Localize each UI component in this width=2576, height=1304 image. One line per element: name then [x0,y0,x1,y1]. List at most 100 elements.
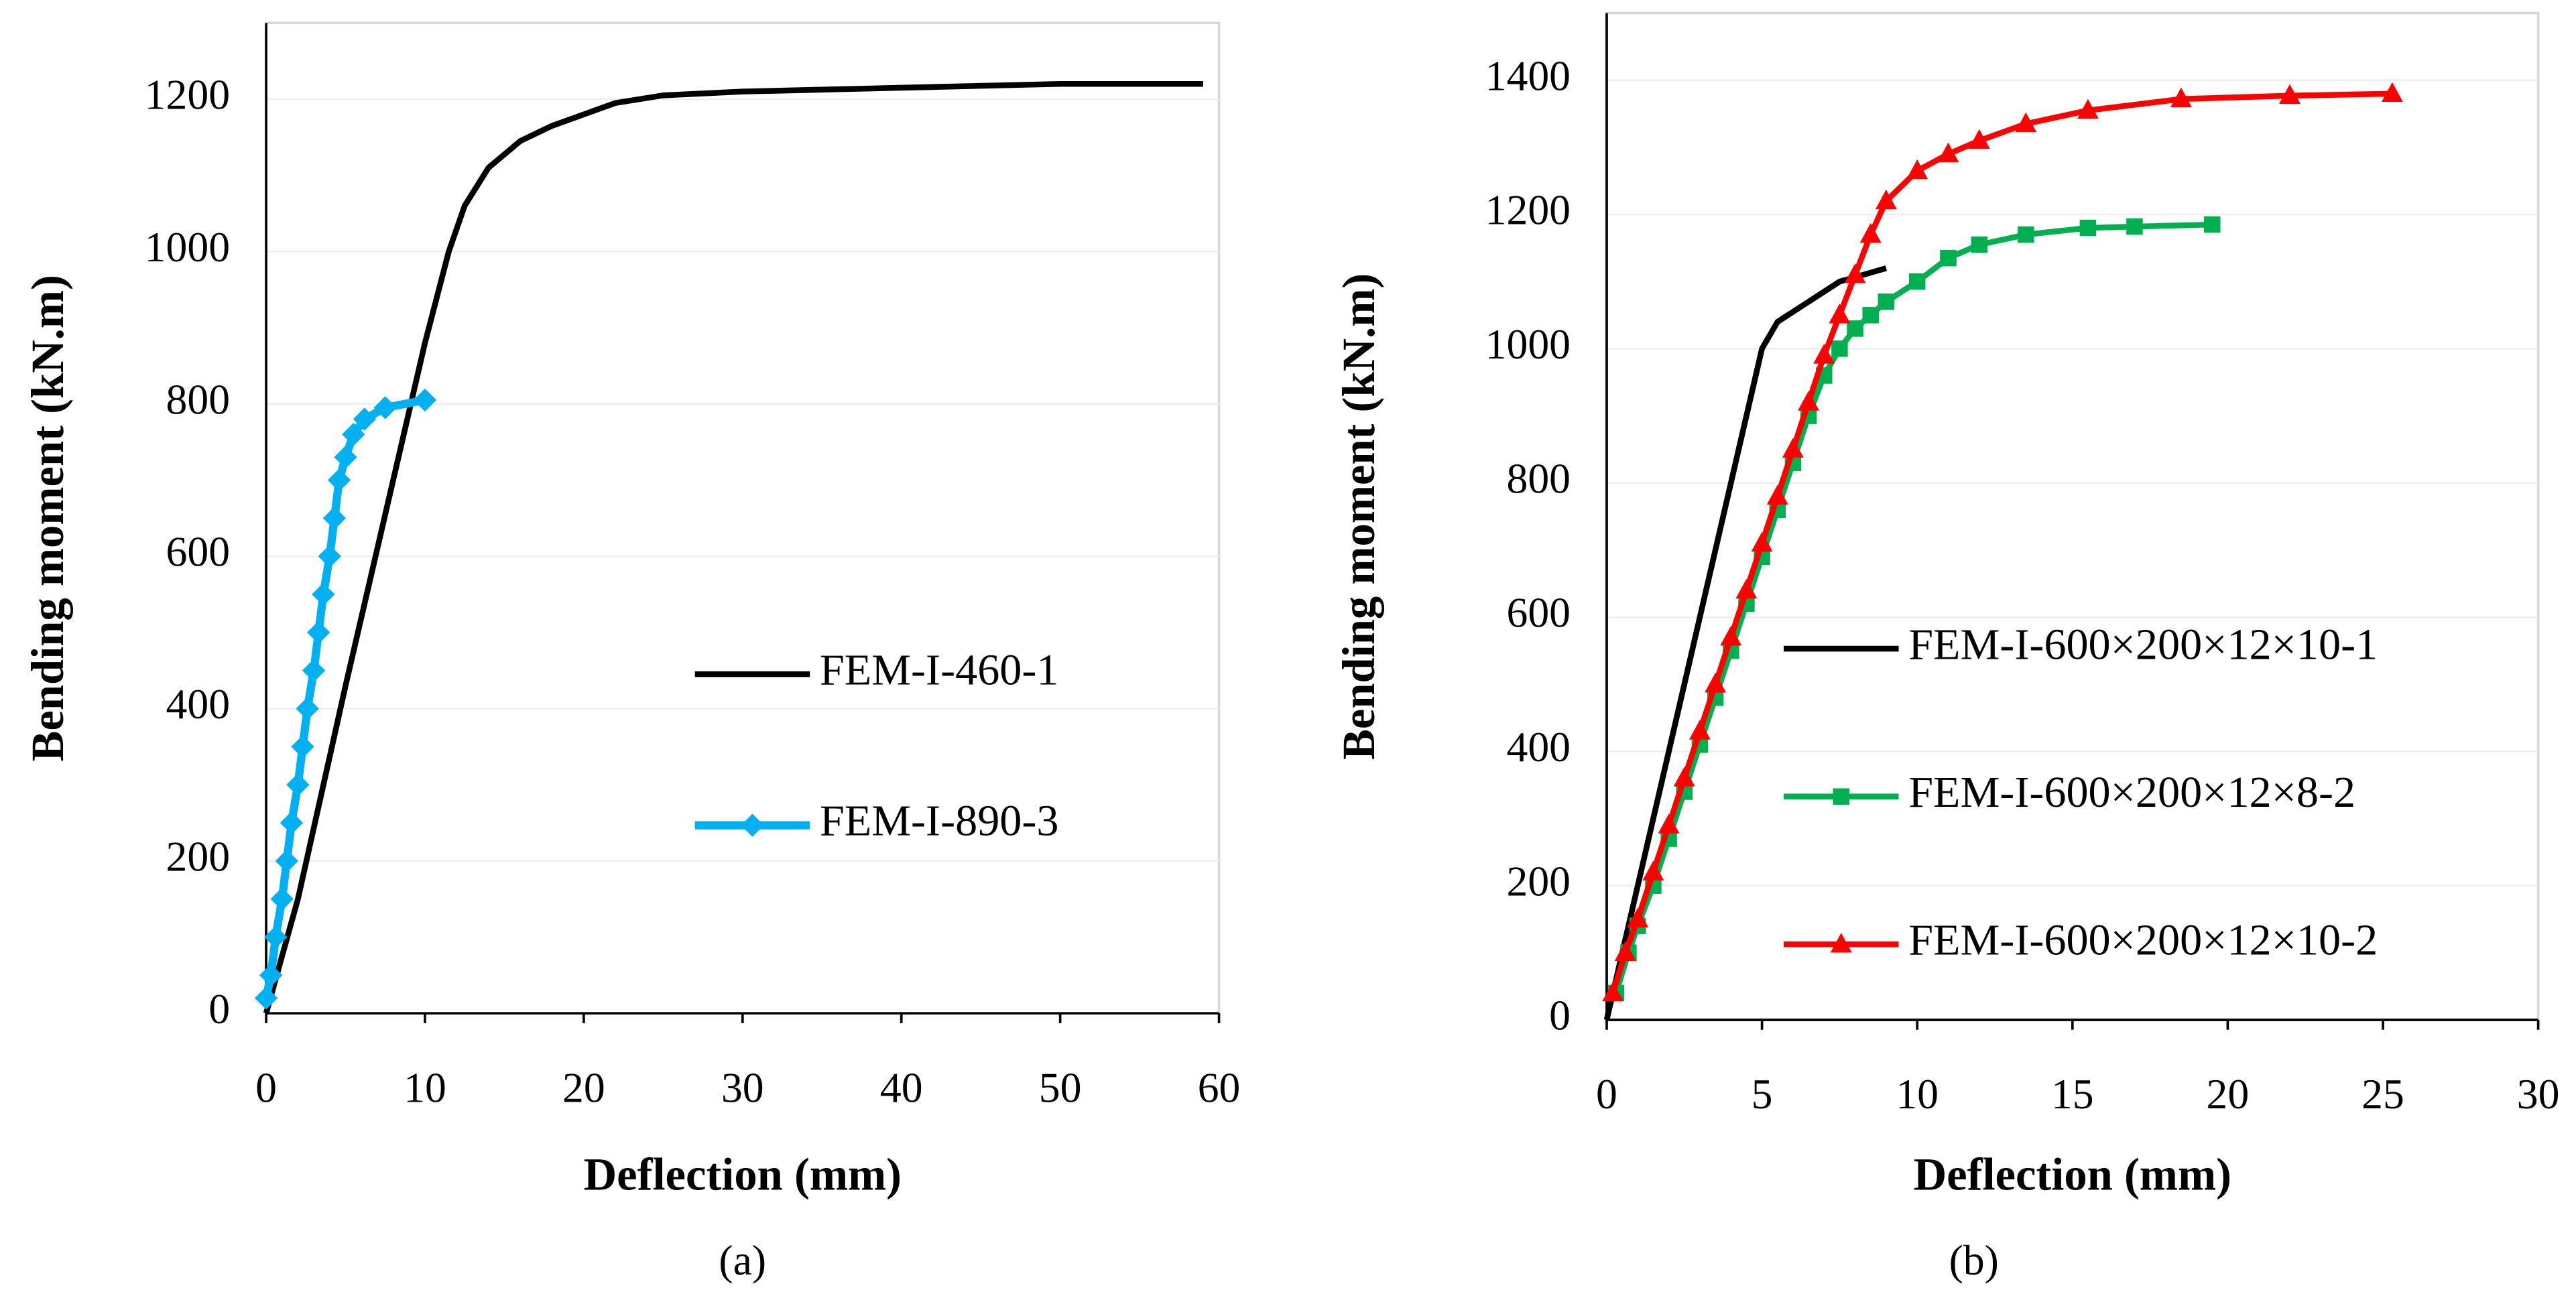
legend-label: FEM-I-460-1 [820,645,1058,694]
x-axis-title: Deflection (mm) [584,1149,902,1199]
legend-label: FEM-I-890-3 [820,797,1058,846]
data-point [264,925,288,949]
data-point [1689,720,1711,740]
data-point [1658,813,1680,834]
x-tick-label: 25 [2362,1070,2404,1118]
y-tick-label: 600 [166,528,231,576]
x-tick-label: 15 [2051,1070,2094,1118]
y-tick-label: 1200 [145,71,230,119]
data-point [2079,219,2097,237]
data-point [2018,226,2034,243]
data-point [1602,981,1624,1002]
data-point [334,446,357,469]
y-tick-label: 600 [1506,589,1571,637]
y-tick-label: 200 [166,832,231,880]
x-tick-label: 60 [1198,1063,1241,1111]
data-point [1971,236,1988,253]
y-tick-label: 400 [1506,723,1571,771]
data-point [2203,216,2221,233]
data-point [1875,189,1897,210]
data-point [1798,391,1819,411]
data-point [296,697,319,720]
series-line [263,80,1203,1015]
x-tick-label: 30 [721,1063,764,1111]
data-point [1642,860,1664,881]
x-tick-label: 40 [880,1063,923,1111]
data-point [2126,218,2143,235]
y-axis-title: Bending moment (kN.m) [1333,273,1384,760]
series-line [262,396,426,999]
x-axis-title: Deflection (mm) [1914,1149,2231,1199]
legend-marker [741,813,764,837]
legend-marker [1830,933,1852,953]
y-tick-label: 800 [1506,454,1571,502]
y-axis-title: Bending moment (kN.m) [22,275,73,761]
data-point [302,659,326,682]
data-point [2170,87,2192,108]
data-point [2015,112,2037,133]
series-line [1613,221,2213,994]
data-point [327,468,351,492]
plot-area [1605,11,2540,1021]
x-tick-label: 10 [1896,1070,1939,1118]
data-point [2077,99,2099,119]
data-point [1906,159,1928,180]
data-point [1751,531,1773,552]
data-point [413,388,437,412]
series-line [1610,90,2392,994]
x-tick-label: 10 [404,1063,446,1111]
data-point [1813,344,1835,364]
data-point [1937,142,1959,163]
data-point [1673,767,1695,787]
panel-label: (b) [1949,1236,1999,1284]
data-point [286,773,310,797]
y-tick-label: 1200 [1485,186,1571,234]
data-point [1735,578,1758,599]
data-point [1720,625,1742,646]
x-tick-label: 5 [1752,1070,1773,1118]
data-point [275,849,299,872]
y-tick-label: 200 [1506,857,1571,905]
x-tick-label: 0 [255,1063,277,1111]
data-point [270,887,294,911]
data-point [1627,907,1649,928]
y-tick-label: 400 [166,680,231,728]
data-point [291,735,314,759]
data-point [1862,307,1879,324]
data-point [1844,263,1866,283]
legend-label: FEM-I-600×200×12×10-2 [1908,915,2378,964]
x-tick-label: 20 [2207,1070,2250,1118]
legend-marker [1833,788,1850,805]
data-point [1940,249,1957,267]
data-point [2279,84,2301,105]
data-point [1878,294,1895,310]
data-point [1782,438,1804,458]
data-point [280,811,304,835]
y-tick-label: 800 [166,375,231,423]
data-point [322,507,347,530]
legend-label: FEM-I-600×200×12×8-2 [1908,768,2355,817]
series-line [1603,265,1888,1021]
data-point [2381,82,2403,103]
y-tick-label: 1400 [1485,52,1571,99]
data-point [318,544,341,568]
y-tick-label: 0 [208,985,230,1033]
panel-label: (a) [719,1236,766,1284]
x-tick-label: 0 [1596,1070,1617,1118]
data-point [307,621,330,644]
data-point [1968,129,1990,149]
data-point [1829,304,1851,324]
data-point [1766,484,1788,505]
data-point [259,964,283,987]
data-point [1831,340,1848,357]
x-tick-label: 50 [1039,1063,1082,1111]
plot-area [265,21,1221,1015]
data-point [1908,273,1926,290]
y-tick-label: 1000 [145,223,230,271]
data-point [312,582,335,606]
data-point [1705,673,1727,693]
y-tick-label: 1000 [1485,320,1571,368]
data-point [254,986,278,1010]
x-tick-label: 30 [2517,1070,2560,1118]
